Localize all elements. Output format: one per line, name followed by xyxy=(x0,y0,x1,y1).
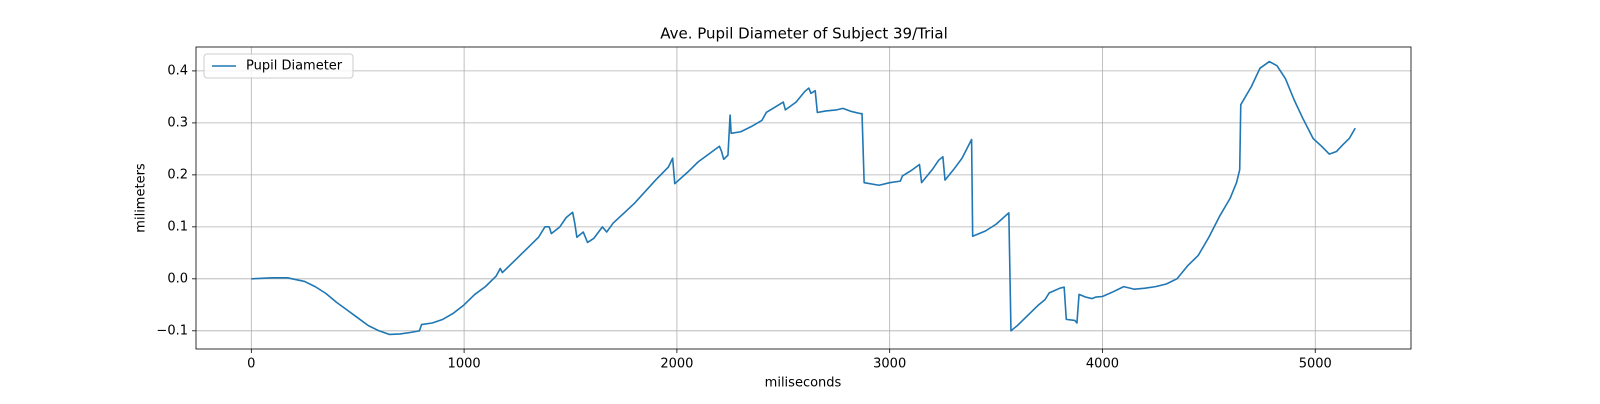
x-axis-label: miliseconds xyxy=(765,376,842,391)
y-axis-label: milimeters xyxy=(134,163,149,233)
x-tick-label: 1000 xyxy=(448,357,481,372)
x-tick-label: 5000 xyxy=(1299,357,1332,372)
y-tick-label: 0.3 xyxy=(167,115,188,130)
plot-area xyxy=(251,60,1356,336)
data-line xyxy=(251,60,1356,336)
x-tick-label: 2000 xyxy=(660,357,693,372)
x-tick-label: 0 xyxy=(247,357,255,372)
legend-box xyxy=(203,53,354,79)
chart-title: Ave. Pupil Diameter of Subject 39/Trial xyxy=(660,25,948,43)
y-tick-label: −0.1 xyxy=(156,323,188,338)
legend-label: Pupil Diameter xyxy=(246,59,343,74)
x-tick-label: 3000 xyxy=(873,357,906,372)
axes-frame xyxy=(195,46,1412,350)
y-tick-label: 0.2 xyxy=(167,167,188,182)
y-tick-label: 0.0 xyxy=(167,271,188,286)
y-tick-label: 0.1 xyxy=(167,219,188,234)
y-tick-label: 0.4 xyxy=(167,63,188,78)
grid: 0 1000 2000 3000 4000 5000 −0.1 0.0 0.1 0.2 0.3 0.4 xyxy=(156,47,1411,372)
legend: Pupil Diameter xyxy=(203,53,354,79)
x-tick-label: 4000 xyxy=(1086,357,1119,372)
